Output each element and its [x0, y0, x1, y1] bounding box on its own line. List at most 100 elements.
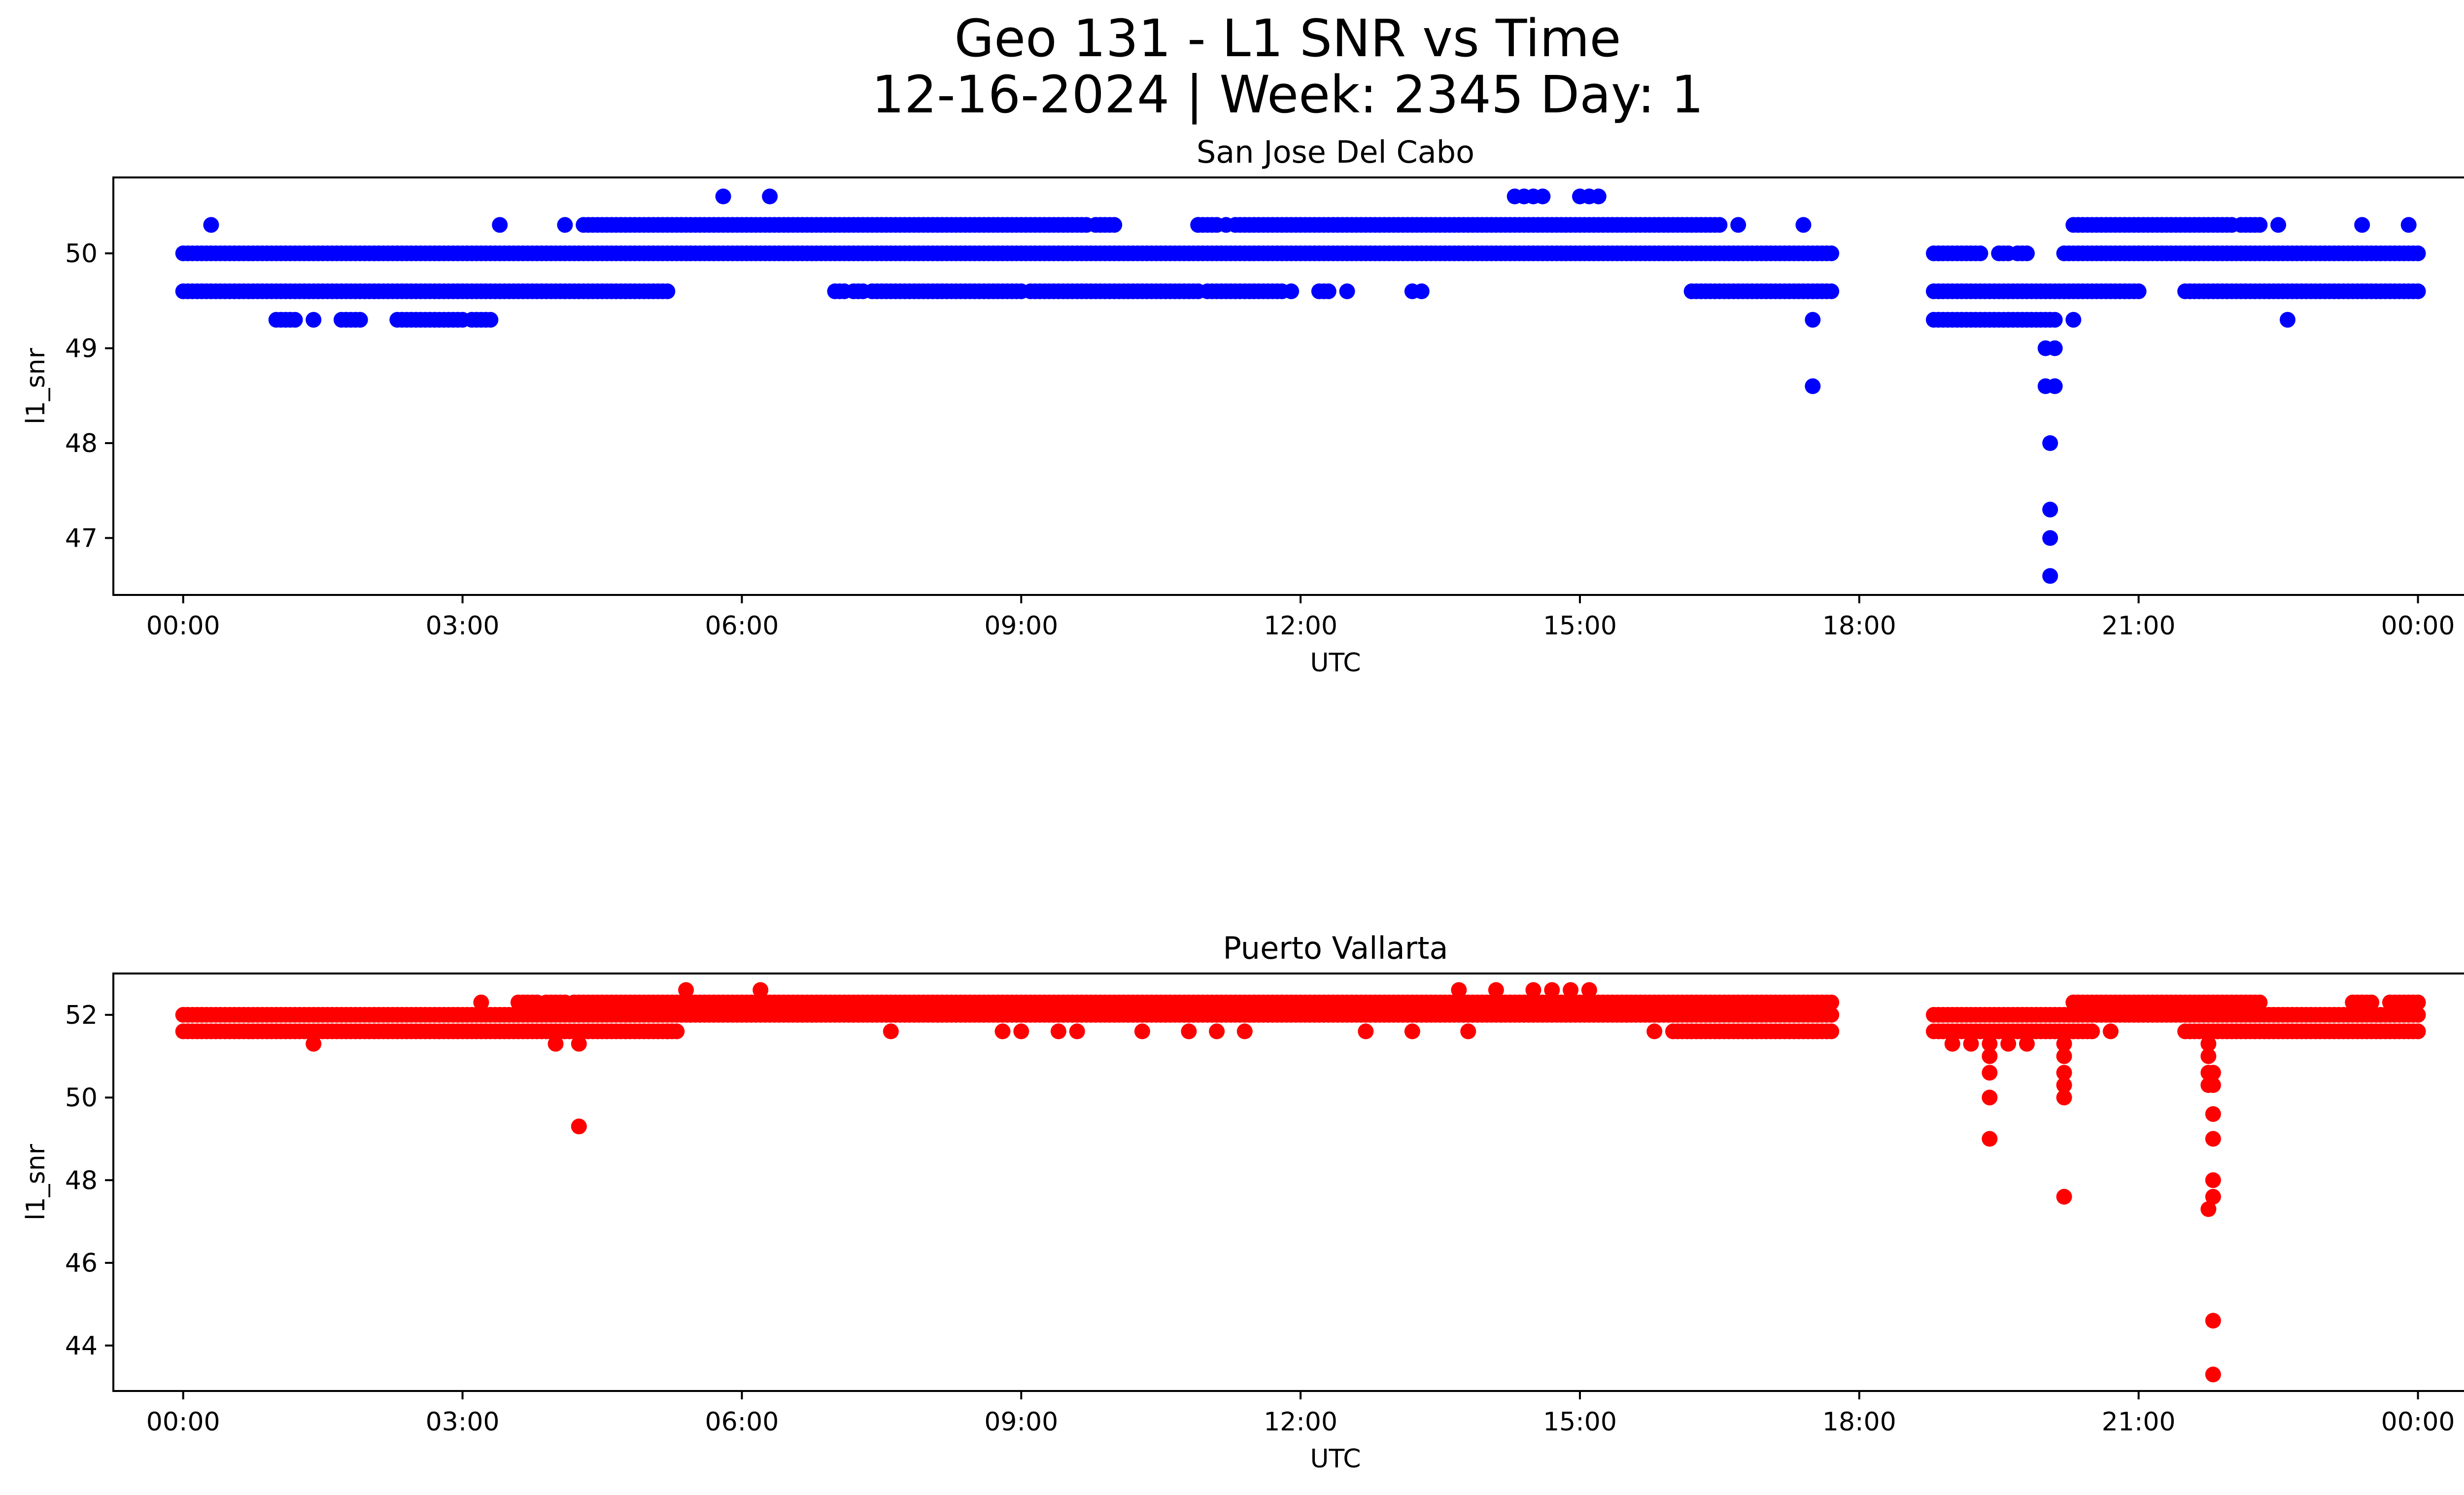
- x-axis-label: UTC: [1310, 648, 1361, 678]
- data-point: [2056, 1188, 2072, 1205]
- data-point: [2205, 1131, 2221, 1147]
- data-point: [2200, 1036, 2217, 1052]
- data-point: [1982, 1065, 1998, 1081]
- y-tick-label: 44: [65, 1331, 98, 1361]
- data-point: [2205, 1366, 2221, 1383]
- data-point: [2065, 312, 2082, 328]
- y-tick-label: 46: [65, 1249, 98, 1278]
- data-point: [2205, 1172, 2221, 1188]
- data-point: [2103, 1023, 2119, 1040]
- x-tick-label: 00:00: [2381, 1407, 2455, 1437]
- data-point: [1460, 1023, 1476, 1040]
- data-point: [2354, 217, 2370, 233]
- chart-panel-puerto-vallarta: Puerto Vallarta 00:00 03:00 06:00 09:00 12:00…: [21, 930, 2464, 1474]
- data-point: [2042, 435, 2058, 451]
- data-point: [1451, 982, 1467, 998]
- data-point: [2084, 1023, 2100, 1040]
- data-point: [1358, 1023, 1374, 1040]
- data-point: [2056, 1077, 2072, 1093]
- x-tick-label: 00:00: [2381, 611, 2455, 641]
- data-point: [1106, 217, 1123, 233]
- data-point: [1134, 1023, 1150, 1040]
- data-point: [1544, 982, 1560, 998]
- data-point: [1535, 188, 1551, 205]
- data-point: [2363, 994, 2380, 1010]
- data-point: [1823, 1023, 1840, 1040]
- data-point: [203, 217, 219, 233]
- data-point: [1404, 1023, 1420, 1040]
- x-tick-label: 21:00: [2102, 1407, 2176, 1437]
- data-point: [2056, 1065, 2072, 1081]
- data-point: [669, 1023, 685, 1040]
- data-point: [2042, 530, 2058, 546]
- data-point: [2410, 1023, 2426, 1040]
- data-point: [2056, 1089, 2072, 1106]
- data-point: [2410, 1007, 2426, 1023]
- figure-title-line-1: Geo 131 - L1 SNR vs Time: [954, 8, 1621, 69]
- data-point: [1982, 1036, 1998, 1052]
- x-tick-label: 18:00: [1822, 1407, 1896, 1437]
- data-point: [2047, 378, 2063, 394]
- data-point: [2056, 1036, 2072, 1052]
- data-point: [2205, 1065, 2221, 1081]
- data-point: [2205, 1313, 2221, 1329]
- x-tick-label: 12:00: [1264, 611, 1337, 641]
- data-point: [2410, 994, 2426, 1010]
- data-point: [2270, 217, 2287, 233]
- data-point: [1320, 283, 1336, 299]
- data-point: [2410, 283, 2426, 299]
- y-tick-label: 50: [65, 1083, 98, 1113]
- data-point: [1805, 378, 1821, 394]
- x-tick-label: 15:00: [1543, 1407, 1617, 1437]
- data-point: [1190, 217, 1206, 233]
- data-point: [2042, 568, 2058, 584]
- data-point: [548, 1036, 564, 1052]
- axes-frame: [112, 176, 2464, 596]
- chart-panel-san-jose-del-cabo: San Jose Del Cabo 00:00 03:00 06:00 09:00 12:…: [21, 134, 2464, 678]
- data-point: [2056, 1048, 2072, 1064]
- x-tick-label: 09:00: [984, 1407, 1058, 1437]
- data-point: [306, 1036, 322, 1052]
- data-point: [1730, 217, 1746, 233]
- data-point: [1181, 1023, 1197, 1040]
- data-point: [1413, 283, 1430, 299]
- y-axis-label: l1_snr: [21, 1144, 51, 1220]
- data-point: [1581, 982, 1597, 998]
- data-point: [1823, 1007, 1840, 1023]
- chart-title: Puerto Vallarta: [1223, 930, 1448, 966]
- data-points: [175, 188, 2426, 584]
- data-point: [1488, 982, 1504, 998]
- data-point: [1823, 994, 1840, 1010]
- data-point: [306, 312, 322, 328]
- data-point: [2042, 501, 2058, 518]
- x-tick-label: 03:00: [426, 1407, 500, 1437]
- data-point: [1525, 982, 1541, 998]
- data-point: [1236, 1023, 1253, 1040]
- data-point: [2205, 1106, 2221, 1122]
- data-point: [1963, 1036, 1979, 1052]
- data-point: [1982, 1048, 1998, 1064]
- y-tick-label: 49: [65, 334, 98, 364]
- data-point: [2047, 312, 2063, 328]
- chart-title: San Jose Del Cabo: [1197, 134, 1474, 170]
- data-point: [2047, 340, 2063, 356]
- data-point: [1283, 283, 1300, 299]
- x-tick-label: 15:00: [1543, 611, 1617, 641]
- data-point: [1972, 245, 1988, 261]
- x-tick-label: 00:00: [146, 611, 220, 641]
- data-point: [1050, 1023, 1066, 1040]
- data-point: [1339, 283, 1355, 299]
- y-tick-label: 52: [65, 1001, 98, 1030]
- x-tick-label: 12:00: [1264, 1407, 1337, 1437]
- data-point: [2130, 283, 2147, 299]
- x-tick-label: 03:00: [426, 611, 500, 641]
- data-point: [571, 1036, 587, 1052]
- data-point: [994, 1023, 1011, 1040]
- data-point: [1563, 982, 1579, 998]
- data-point: [753, 982, 769, 998]
- data-point: [1944, 1036, 1960, 1052]
- data-point: [659, 283, 676, 299]
- data-point: [2200, 1201, 2217, 1217]
- data-point: [2019, 245, 2035, 261]
